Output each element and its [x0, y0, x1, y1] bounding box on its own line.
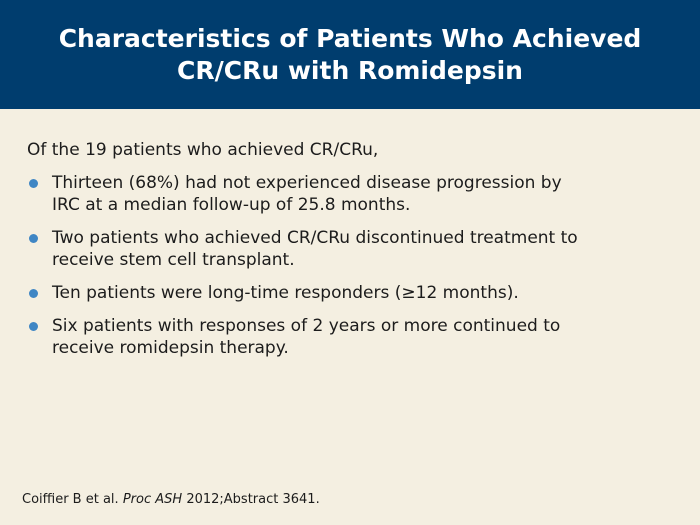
- bullet-text-line-2: receive stem cell transplant.: [52, 250, 295, 270]
- bullet-dot-icon: [29, 289, 38, 298]
- slide-title-line-2: CR/CRu with Romidepsin: [177, 55, 523, 85]
- intro-text: Of the 19 patients who achieved CR/CRu,: [27, 140, 379, 160]
- bullet-text-line-1: Ten patients were long-time responders (…: [52, 283, 519, 303]
- bullet-item: Ten patients were long-time responders (…: [27, 282, 677, 304]
- slide-title-line-1: Characteristics of Patients Who Achieved: [58, 23, 642, 53]
- bullet-dot-icon: [29, 234, 38, 243]
- bullet-text-line-1: Six patients with responses of 2 years o…: [52, 316, 561, 336]
- bullet-item: Two patients who achieved CR/CRu discont…: [27, 227, 677, 271]
- bullet-text-line-1: Thirteen (68%) had not experienced disea…: [52, 173, 562, 193]
- title-bar: Characteristics of Patients Who Achieved…: [0, 0, 700, 109]
- citation-journal: Proc ASH: [122, 492, 183, 507]
- bullet-text-line-1: Two patients who achieved CR/CRu discont…: [52, 228, 578, 248]
- bullet-dot-icon: [29, 322, 38, 331]
- bullet-dot-icon: [29, 179, 38, 188]
- citation-details: 2012;Abstract 3641.: [186, 492, 320, 507]
- citation: Coiffier B et al. Proc ASH 2012;Abstract…: [22, 492, 320, 508]
- bullet-text-line-2: IRC at a median follow-up of 25.8 months…: [52, 195, 411, 215]
- citation-authors: Coiffier B et al.: [22, 492, 119, 507]
- bullet-list: Thirteen (68%) had not experienced disea…: [27, 172, 677, 370]
- bullet-item: Thirteen (68%) had not experienced disea…: [27, 172, 677, 216]
- bullet-item: Six patients with responses of 2 years o…: [27, 315, 677, 359]
- bullet-text-line-2: receive romidepsin therapy.: [52, 338, 289, 358]
